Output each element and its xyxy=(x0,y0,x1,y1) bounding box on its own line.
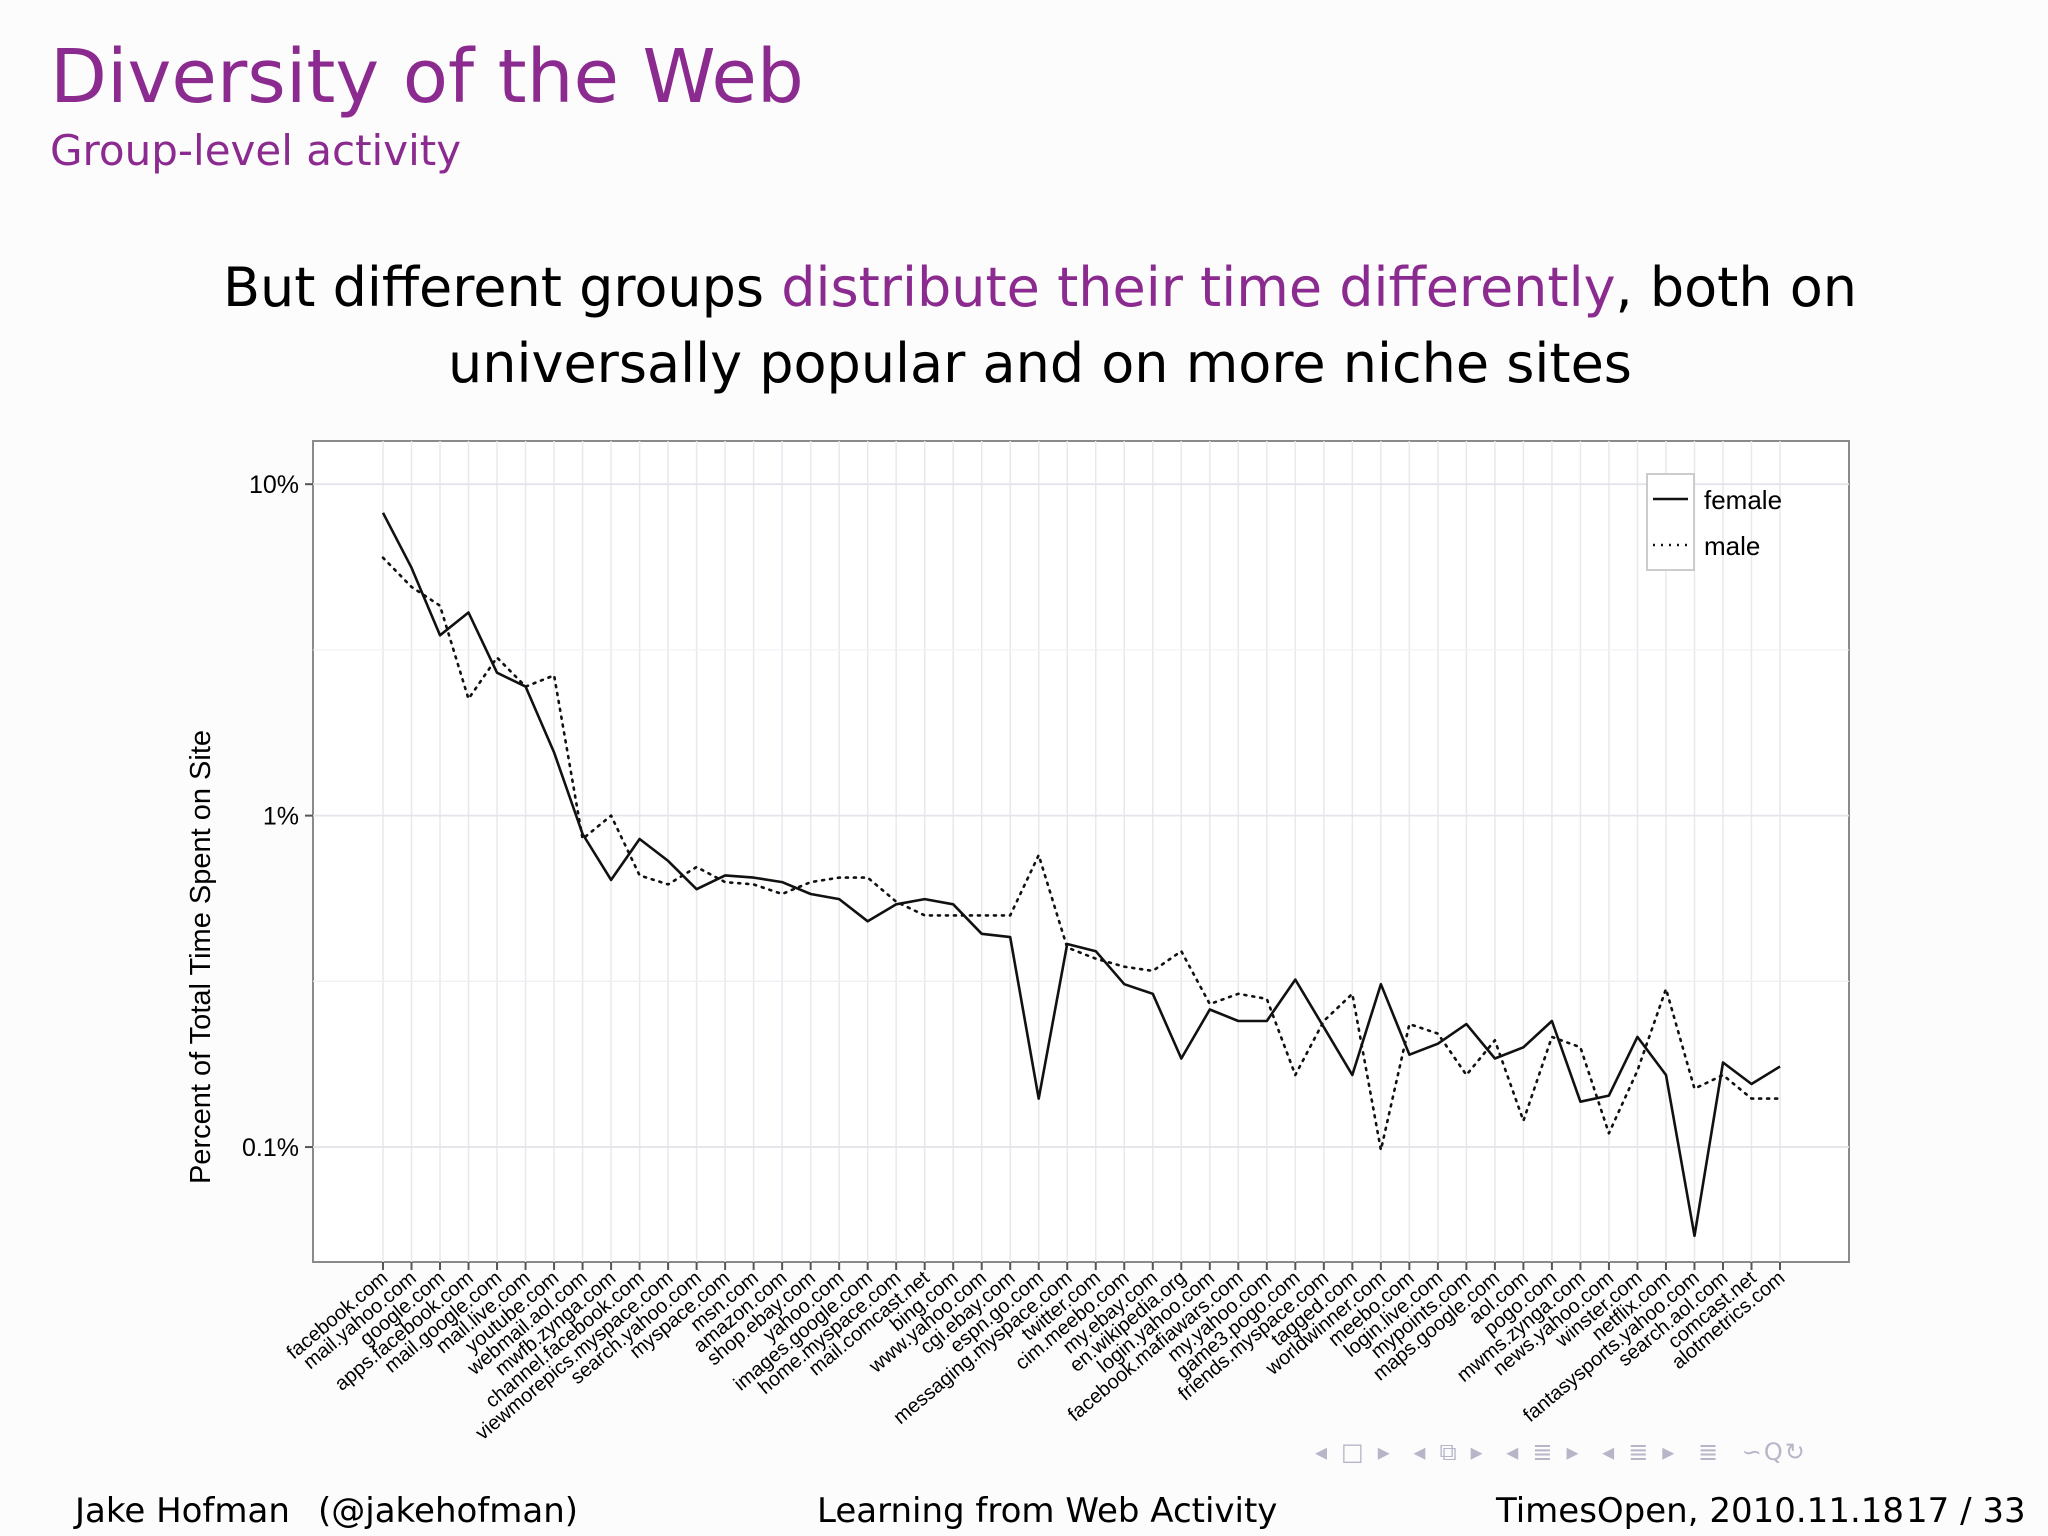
slide-subtitle: Group-level activity xyxy=(50,126,462,175)
footer-talk-title: Learning from Web Activity xyxy=(817,1491,1278,1531)
x-tick-labels: facebook.commail.yahoo.comgoogle.comapps… xyxy=(283,1262,1789,1445)
legend: female male xyxy=(1646,473,1782,571)
footer-author: Jake Hofman xyxy=(75,1491,290,1531)
y-tick-label: 0.1% xyxy=(242,1134,299,1162)
y-axis-label: Percent of Total Time Spent on Site xyxy=(185,730,217,1184)
grid xyxy=(313,441,1849,1262)
nav-next-frame-icon[interactable]: ▸ xyxy=(1377,1438,1392,1466)
nav-frame-icon[interactable]: □ xyxy=(1341,1438,1366,1466)
footer-event: TimesOpen, 2010.11.18 xyxy=(1496,1491,1905,1531)
nav-prev-doc-icon[interactable]: ◂ xyxy=(1602,1438,1617,1466)
headline-text-start: But different groups xyxy=(222,256,782,319)
nav-next-section-icon[interactable]: ▸ xyxy=(1470,1438,1485,1466)
nav-subsection-icon[interactable]: ≣ xyxy=(1532,1438,1555,1466)
legend-box xyxy=(1646,473,1695,571)
y-tick-label: 1% xyxy=(263,803,299,831)
nav-next-subsection-icon[interactable]: ▸ xyxy=(1566,1438,1581,1466)
y-tick-label: 10% xyxy=(249,471,299,499)
nav-doc-icon[interactable]: ≣ xyxy=(1628,1438,1651,1466)
legend-female-label: female xyxy=(1704,485,1782,515)
slide-headline: But different groups distribute their ti… xyxy=(180,250,1900,402)
legend-male-label: male xyxy=(1704,531,1760,561)
footer-page-number: 17 / 33 xyxy=(1906,1491,2026,1531)
footer-handle: (@jakehofman) xyxy=(318,1491,579,1531)
y-tick-labels: 0.1% 1% 10% xyxy=(242,471,313,1162)
plot-panel xyxy=(312,440,1850,1263)
beamer-navigation: ◂ □ ▸ ◂ ⧉ ▸ ◂ ≣ ▸ ◂ ≣ ▸ ≣ ∽Q↻ xyxy=(1315,1438,1819,1466)
nav-search-icon[interactable]: ∽Q↻ xyxy=(1741,1438,1807,1466)
series-line-female xyxy=(381,512,1781,1238)
headline-text-end: , both on universally popular and on mor… xyxy=(448,256,1858,395)
headline-highlight: distribute their time differently xyxy=(781,256,1616,319)
nav-prev-frame-icon[interactable]: ◂ xyxy=(1315,1438,1330,1466)
nav-menu-icon[interactable]: ≣ xyxy=(1697,1438,1721,1466)
nav-section-icon[interactable]: ⧉ xyxy=(1439,1438,1459,1466)
slide-title: Diversity of the Web xyxy=(50,34,804,120)
nav-prev-section-icon[interactable]: ◂ xyxy=(1413,1438,1428,1466)
series-lines xyxy=(381,512,1782,1238)
nav-next-doc-icon[interactable]: ▸ xyxy=(1662,1438,1677,1466)
series-line-male xyxy=(381,556,1782,1152)
nav-prev-subsection-icon[interactable]: ◂ xyxy=(1506,1438,1521,1466)
